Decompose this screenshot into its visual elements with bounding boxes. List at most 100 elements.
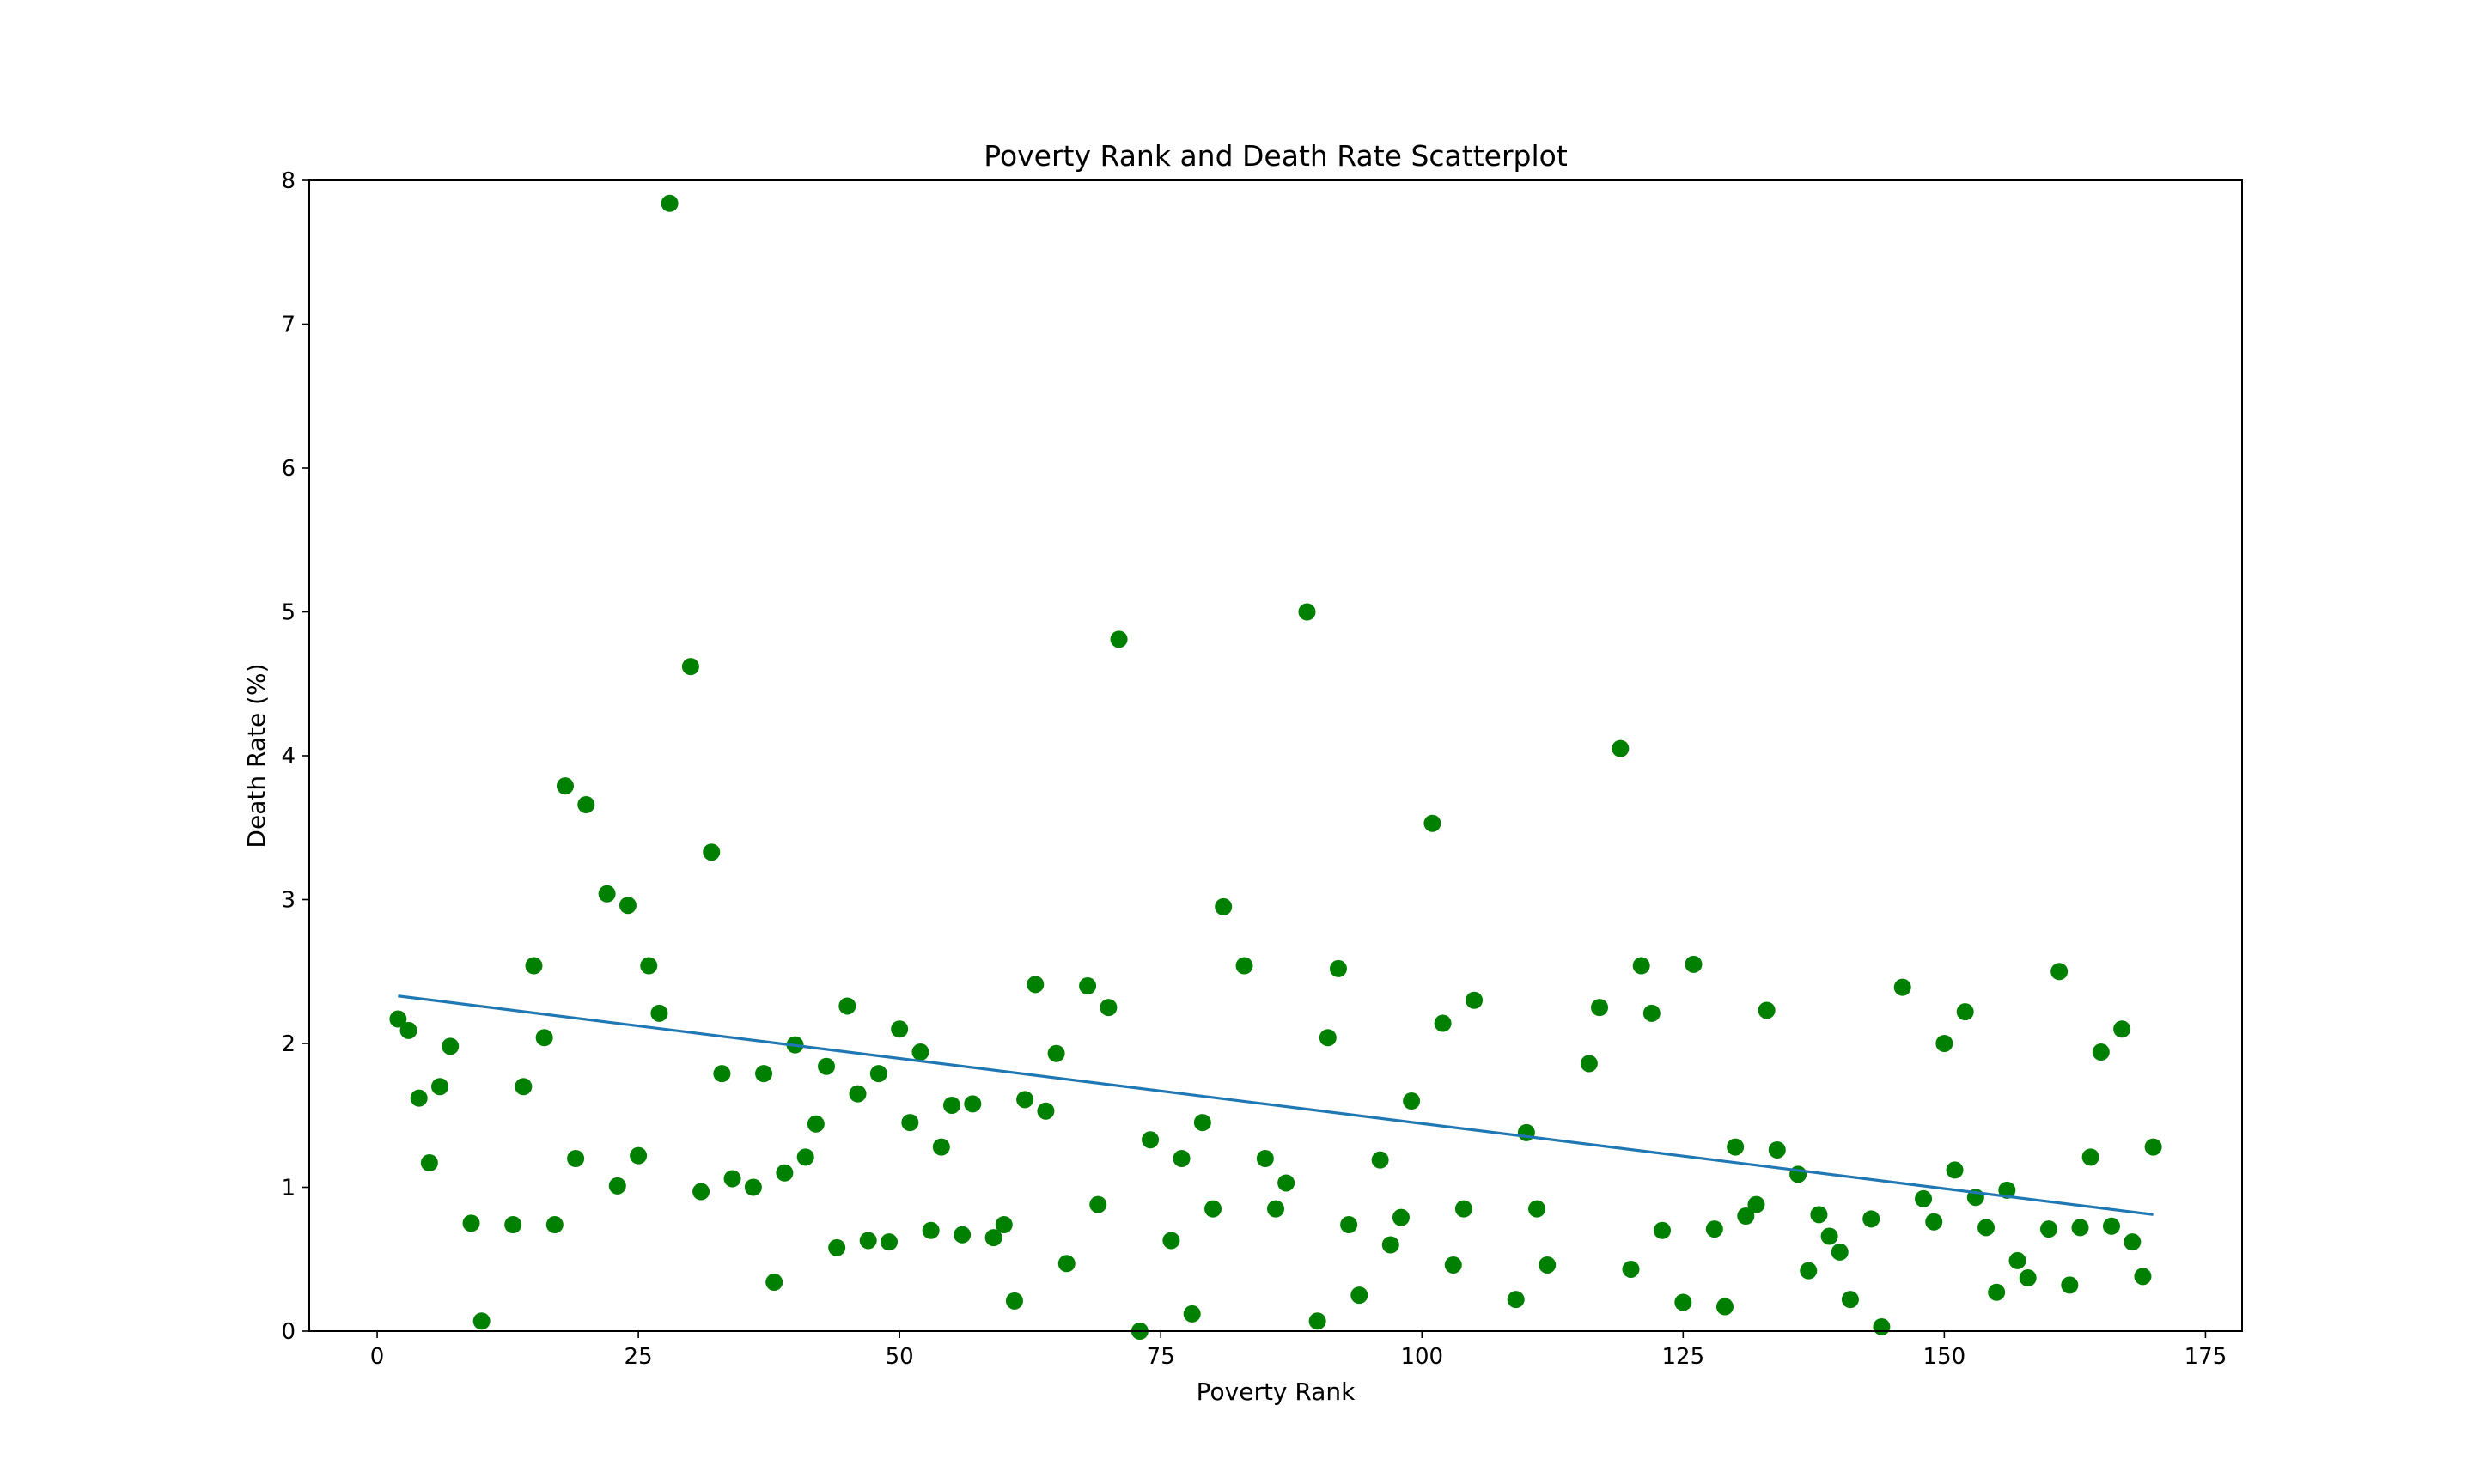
data-point xyxy=(1654,1221,1671,1239)
data-point xyxy=(442,1037,460,1055)
data-point xyxy=(567,1150,585,1167)
data-point xyxy=(515,1078,533,1096)
x-tick-label: 25 xyxy=(625,1344,653,1370)
x-tick-label: 175 xyxy=(2185,1344,2227,1370)
data-point xyxy=(1988,1283,2006,1301)
data-point xyxy=(1727,1138,1745,1156)
data-point xyxy=(1267,1200,1284,1218)
data-point xyxy=(1444,1256,1462,1274)
data-point xyxy=(1935,1035,1953,1052)
data-point xyxy=(1622,1260,1640,1278)
data-point xyxy=(1977,1219,1996,1237)
y-tick-label: 8 xyxy=(281,168,296,194)
x-tick-label: 100 xyxy=(1400,1344,1443,1370)
data-point xyxy=(901,1114,919,1132)
y-tick-label: 2 xyxy=(281,1031,296,1057)
data-point xyxy=(838,997,856,1015)
data-point xyxy=(1027,976,1045,994)
data-point xyxy=(1715,1298,1734,1316)
data-point xyxy=(2124,1233,2142,1251)
data-point xyxy=(984,1229,1002,1247)
data-point xyxy=(828,1238,846,1256)
data-point xyxy=(1005,1292,1023,1310)
chart-title: Poverty Rank and Death Rate Scatterplot xyxy=(984,139,1568,173)
data-point xyxy=(2019,1269,2037,1287)
data-point xyxy=(1642,1004,1661,1022)
data-point xyxy=(535,1029,553,1047)
x-tick-label: 150 xyxy=(1923,1344,1966,1370)
data-point xyxy=(911,1043,929,1061)
data-point xyxy=(2144,1138,2162,1156)
data-point xyxy=(2050,963,2069,981)
data-point xyxy=(703,843,721,861)
data-point xyxy=(2008,1251,2026,1269)
data-point xyxy=(608,1177,626,1195)
data-point xyxy=(431,1078,449,1096)
data-point xyxy=(1800,1262,1818,1280)
data-point xyxy=(1831,1243,1849,1261)
data-point xyxy=(650,1004,668,1022)
data-point xyxy=(891,1020,909,1038)
data-point xyxy=(1998,1181,2016,1199)
data-point xyxy=(1057,1255,1076,1273)
trendline-group xyxy=(398,994,2154,1216)
data-point xyxy=(1580,1055,1598,1073)
data-point xyxy=(399,1021,417,1039)
data-point xyxy=(995,1216,1013,1234)
data-point xyxy=(692,1183,710,1201)
y-tick-label: 5 xyxy=(281,600,296,626)
data-point xyxy=(1758,1001,1776,1019)
data-point xyxy=(1612,739,1630,757)
data-point xyxy=(1507,1291,1525,1309)
data-point xyxy=(1215,897,1233,915)
data-point xyxy=(1466,991,1484,1009)
x-axis-ticks: 0 25 50 75 100 125 150 175 xyxy=(370,1331,2227,1370)
data-point xyxy=(932,1138,950,1156)
data-point xyxy=(1079,977,1097,994)
data-point xyxy=(1392,1208,1410,1226)
y-axis-label: Death Rate (%) xyxy=(242,663,271,848)
x-tick-label: 50 xyxy=(886,1344,914,1370)
data-point xyxy=(1256,1150,1274,1167)
data-point xyxy=(1173,1150,1191,1167)
data-point xyxy=(1768,1140,1786,1159)
data-point xyxy=(1371,1151,1389,1169)
data-point xyxy=(849,1085,867,1103)
x-tick-label: 0 xyxy=(370,1344,385,1370)
x-tick-label: 125 xyxy=(1662,1344,1705,1370)
data-point xyxy=(765,1274,783,1292)
y-tick-label: 1 xyxy=(281,1176,296,1201)
data-point xyxy=(818,1057,836,1075)
data-point xyxy=(556,777,574,795)
data-point xyxy=(1862,1210,1880,1228)
data-point xyxy=(776,1164,794,1182)
data-point xyxy=(1454,1200,1472,1218)
data-point xyxy=(577,795,595,813)
data-point xyxy=(1308,1312,1326,1330)
data-point xyxy=(1193,1114,1211,1132)
y-tick-label: 0 xyxy=(281,1319,296,1345)
data-point xyxy=(1893,978,1911,996)
y-tick-label: 7 xyxy=(281,313,296,338)
data-point xyxy=(1956,1003,1974,1021)
data-point xyxy=(1632,957,1650,975)
y-tick-label: 6 xyxy=(281,456,296,482)
data-point xyxy=(462,1214,480,1232)
data-point xyxy=(2113,1020,2131,1038)
data-point xyxy=(1915,1189,1933,1207)
data-point xyxy=(1162,1232,1180,1250)
data-point xyxy=(1747,1195,1765,1213)
data-point xyxy=(1016,1091,1034,1109)
data-point xyxy=(681,658,699,676)
data-point xyxy=(1047,1044,1065,1062)
y-axis-ticks: 0 1 2 3 4 5 6 7 8 xyxy=(281,168,309,1345)
data-point xyxy=(881,1233,898,1251)
data-point xyxy=(410,1089,428,1107)
data-point xyxy=(807,1115,825,1133)
data-point xyxy=(1674,1293,1692,1311)
data-point xyxy=(2134,1268,2152,1286)
data-point xyxy=(954,1226,972,1244)
data-point xyxy=(1873,1317,1891,1335)
